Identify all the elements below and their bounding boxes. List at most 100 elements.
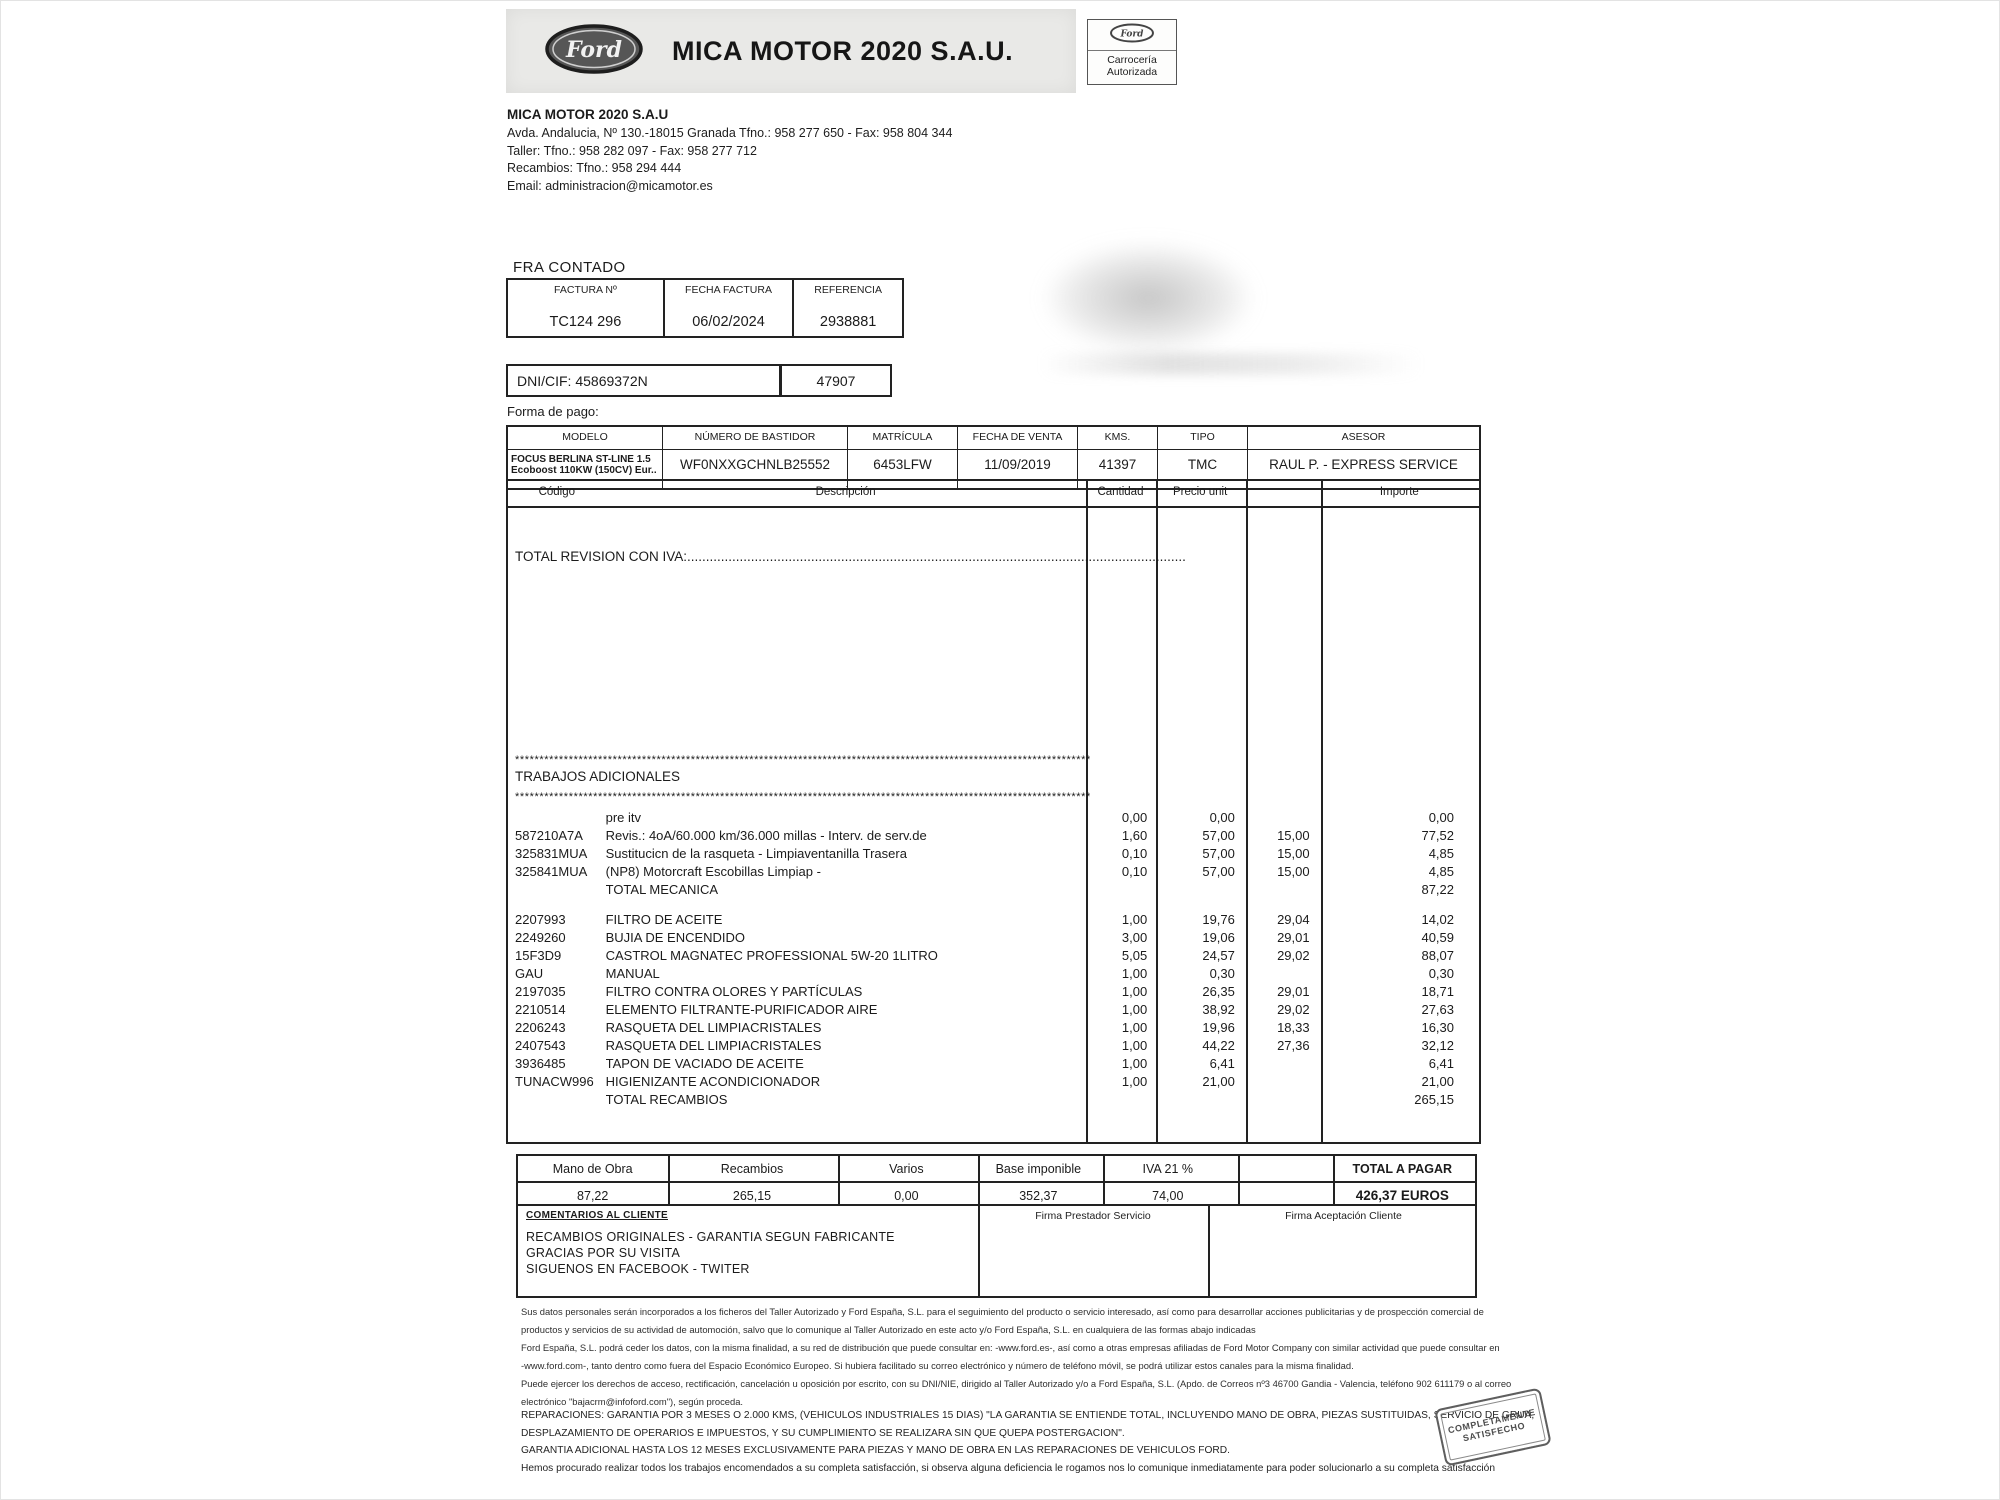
warranty-line: DESPLAZAMIENTO DE OPERARIOS E IMPUESTOS,… — [521, 1427, 1125, 1439]
total-revision-label: TOTAL REVISION CON IVA: — [515, 549, 688, 564]
recambios-value: 265,15 — [732, 1188, 772, 1203]
items-header-row: Código Descripción Cantidad Precio unit … — [508, 481, 1479, 508]
item-row: 2207993 FILTRO DE ACEITE 1,00 19,76 29,0… — [508, 911, 1479, 929]
svg-text:Ford: Ford — [1120, 30, 1145, 40]
total-a-pagar-value: 426,37 EUROS — [1355, 1188, 1449, 1203]
parts-rows: 2207993 FILTRO DE ACEITE 1,00 19,76 29,0… — [508, 911, 1479, 1109]
column-divider — [668, 1156, 670, 1204]
descripcion-header: Descripción — [815, 486, 876, 498]
legal-text: Sus datos personales serán incorporados … — [521, 1303, 1521, 1411]
item-discount: 29,01 — [1277, 930, 1310, 945]
item-code: 587210A7A — [515, 828, 583, 843]
address-line: Email: administracion@micamotor.es — [507, 178, 713, 193]
address-line: Recambios: Tfno.: 958 294 444 — [507, 161, 682, 175]
redacted-client-info — [1006, 223, 1291, 373]
item-quantity: 0,10 — [1121, 864, 1148, 879]
item-discount: 29,04 — [1277, 912, 1310, 927]
item-row: 2197035 FILTRO CONTRA OLORES Y PARTÍCULA… — [508, 983, 1479, 1001]
badge-text: Carrocería Autorizada — [1088, 50, 1176, 78]
item-discount — [1245, 1073, 1320, 1091]
kms-value: 41397 — [1078, 450, 1158, 488]
item-code: 2407543 — [515, 1038, 566, 1053]
column-divider — [978, 1156, 980, 1204]
vehicle-value-row: FOCUS BERLINA ST-LINE 1.5 Ecoboost 110KW… — [508, 450, 1479, 488]
item-code: 15F3D9 — [515, 948, 562, 963]
column-divider — [1086, 481, 1088, 1142]
item-row: TUNACW996 HIGIENIZANTE ACONDICIONADOR 1,… — [508, 1073, 1479, 1091]
item-amount: 265,15 — [1414, 1092, 1455, 1107]
base-imponible-value: 352,37 — [1019, 1188, 1058, 1203]
item-amount: 18,71 — [1421, 984, 1455, 999]
item-discount — [1245, 1091, 1320, 1109]
item-code: 3936485 — [515, 1056, 566, 1071]
client-code-box: 47907 — [780, 364, 892, 397]
item-unit-price: 38,92 — [1202, 1002, 1235, 1017]
legal-line: productos y servicios de su actividad de… — [521, 1324, 1256, 1335]
warranty-line: Hemos procurado realizar todos los traba… — [521, 1462, 1496, 1474]
column-divider — [1103, 1156, 1105, 1204]
item-row: TOTAL RECAMBIOS 265,15 — [508, 1091, 1479, 1109]
item-description: RASQUETA DEL LIMPIACRISTALES — [605, 1038, 822, 1053]
item-description: TOTAL RECAMBIOS — [605, 1092, 728, 1107]
item-amount: 16,30 — [1421, 1020, 1455, 1035]
mano-obra-value: 87,22 — [577, 1188, 609, 1203]
item-discount: 18,33 — [1277, 1020, 1310, 1035]
bastidor-value: WF0NXXGCHNLB25552 — [663, 450, 848, 488]
comments-label: COMENTARIOS AL CLIENTE — [526, 1210, 668, 1221]
item-row: 2407543 RASQUETA DEL LIMPIACRISTALES 1,0… — [508, 1037, 1479, 1055]
column-divider — [978, 1206, 980, 1296]
item-amount: 40,59 — [1421, 930, 1455, 945]
item-amount: 27,63 — [1421, 1002, 1455, 1017]
invoice-type-label: FRA CONTADO — [513, 259, 626, 276]
item-amount: 88,07 — [1421, 948, 1455, 963]
item-row: 15F3D9 CASTROL MAGNATEC PROFESSIONAL 5W-… — [508, 947, 1479, 965]
matricula-header: MATRÍCULA — [848, 427, 958, 449]
item-quantity: 1,00 — [1121, 1002, 1148, 1017]
item-code: 2210514 — [515, 1002, 566, 1017]
item-unit-price: 0,30 — [1209, 966, 1235, 981]
comment-line: GRACIAS POR SU VISITA — [526, 1246, 680, 1260]
item-quantity: 1,00 — [1121, 1020, 1148, 1035]
address-line: Taller: Tfno.: 958 282 097 - Fax: 958 27… — [507, 143, 757, 158]
precio-unit-header: Precio unit — [1172, 486, 1228, 498]
bastidor-header: NÚMERO DE BASTIDOR — [663, 427, 848, 449]
item-amount: 4,85 — [1428, 846, 1455, 861]
legal-line: Sus datos personales serán incorporados … — [521, 1306, 1484, 1317]
payment-method-label: Forma de pago: — [507, 404, 599, 419]
item-quantity: 1,00 — [1121, 1038, 1148, 1053]
tipo-value: TMC — [1158, 450, 1248, 488]
kms-header: KMS. — [1078, 427, 1158, 449]
signature-client-label: Firma Aceptación Cliente — [1285, 1210, 1402, 1222]
column-divider — [1238, 1156, 1240, 1204]
item-description: ELEMENTO FILTRANTE-PURIFICADOR AIRE — [605, 1002, 878, 1017]
item-description: RASQUETA DEL LIMPIACRISTALES — [605, 1020, 822, 1035]
column-divider — [1208, 1206, 1210, 1296]
blank-header — [1245, 481, 1320, 506]
item-amount: 32,12 — [1421, 1038, 1455, 1053]
iva-value: 74,00 — [1152, 1188, 1184, 1203]
item-discount: 29,02 — [1277, 1002, 1310, 1017]
matricula-value: 6453LFW — [848, 450, 958, 488]
item-unit-price: 44,22 — [1202, 1038, 1235, 1053]
item-quantity — [1086, 1091, 1156, 1109]
item-discount: 15,00 — [1277, 828, 1310, 843]
item-unit-price: 24,57 — [1202, 948, 1235, 963]
item-quantity: 5,05 — [1121, 948, 1148, 963]
legal-line: electrónico "bajacrm@infoford.com"), seg… — [521, 1396, 744, 1407]
legal-line: Ford España, S.L. podrá ceder los datos,… — [521, 1342, 1500, 1353]
item-quantity: 1,00 — [1121, 966, 1148, 981]
item-code: TUNACW996 — [515, 1074, 594, 1089]
item-code — [508, 809, 606, 827]
signature-provider-label: Firma Prestador Servicio — [1035, 1210, 1151, 1222]
item-amount: 87,22 — [1421, 882, 1455, 897]
column-divider — [1333, 1156, 1335, 1204]
fecha-venta-header: FECHA DE VENTA — [958, 427, 1078, 449]
ford-logo-icon: Ford — [544, 23, 644, 80]
item-code: 325841MUA — [515, 864, 588, 879]
invoice-header-table: FACTURA Nº TC124 296 FECHA FACTURA 06/02… — [506, 278, 904, 338]
factura-label: FACTURA Nº — [554, 284, 617, 296]
dni-cif-box: DNI/CIF: 45869372N — [506, 364, 781, 397]
item-code: 325831MUA — [515, 846, 588, 861]
item-description: FILTRO DE ACEITE — [605, 912, 723, 927]
item-unit-price: 57,00 — [1202, 828, 1235, 843]
